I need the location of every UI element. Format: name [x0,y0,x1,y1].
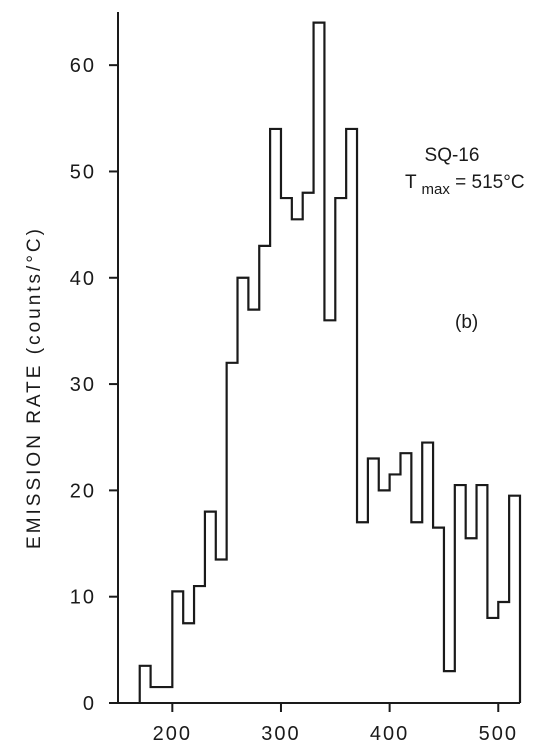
histogram-bin [303,193,314,703]
histogram-bin [314,23,325,703]
histogram-bin [390,474,401,703]
histogram-bin [411,522,422,703]
x-tick-label: 400 [370,723,409,745]
histogram-bin [466,538,477,703]
histogram-bin [455,485,466,703]
y-tick-label: 10 [70,587,96,609]
histogram-bin [379,490,390,703]
x-axis-ticks: 200 300 400 500 [153,703,518,745]
histogram-bin [270,129,281,703]
histogram-bin [422,443,433,703]
histogram-bin [335,198,346,703]
panel-label: (b) [455,312,478,333]
y-axis-label: EMISSION RATE (counts/°C) [24,226,45,549]
histogram-bin [433,528,444,703]
histogram-outline [138,21,522,703]
histogram-bin [172,591,183,703]
x-tick-label: 500 [479,723,518,745]
y-tick-label: 30 [70,374,96,396]
histogram-bin [216,559,227,703]
histogram-bin [259,246,270,703]
tmax-symbol: T [405,172,417,193]
sample-label: SQ-16 [425,145,480,166]
histogram-bin [368,458,379,703]
histogram-bin [357,522,368,703]
histogram-bin [205,512,216,703]
histogram-bin [248,310,259,703]
histogram-bins [140,23,520,703]
histogram-bin [281,198,292,703]
histogram-bin [194,586,205,703]
histogram-bin [400,453,411,703]
annotations: SQ-16 T max = 515°C (b) [405,145,525,333]
y-tick-label: 50 [70,161,96,183]
histogram-bin [151,687,162,703]
y-tick-label: 40 [70,268,96,290]
x-tick-label: 200 [153,723,192,745]
tmax-value: = 515°C [455,172,524,193]
y-tick-label: 0 [83,693,96,715]
axes [117,12,520,704]
y-axis-ticks: 0 10 20 30 40 50 60 [70,55,118,715]
histogram-bin [292,219,303,703]
y-tick-label: 20 [70,480,96,502]
histogram-bin [324,320,335,703]
histogram-bin [509,496,520,703]
histogram-bin [140,666,151,703]
tmax-subscript: max [422,181,451,198]
histogram-bin [444,671,455,703]
histogram-bin [346,129,357,703]
histogram-bin [227,363,238,703]
histogram-bin [498,602,509,703]
histogram-bin [477,485,488,703]
histogram-bin [487,618,498,703]
histogram-bin [161,687,172,703]
histogram-bin [238,278,249,703]
tmax-label: T max = 515°C [405,172,525,199]
histogram-bin [183,623,194,703]
x-tick-label: 300 [261,723,300,745]
y-tick-label: 60 [70,55,96,77]
